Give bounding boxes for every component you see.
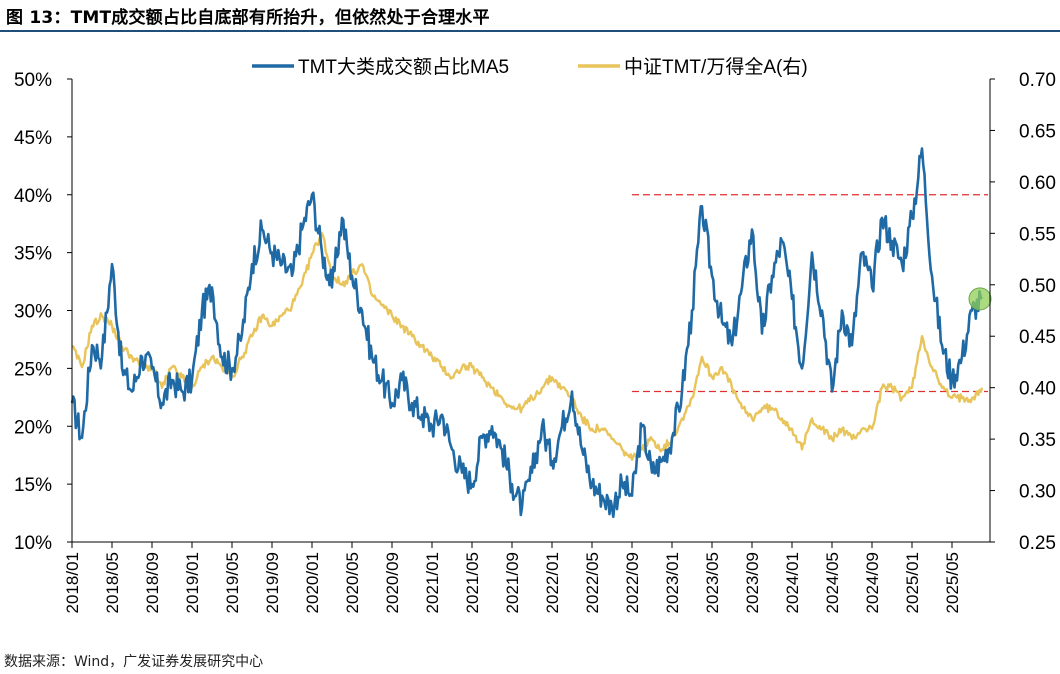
legend-label: 中证TMT/万得全A(右) xyxy=(624,56,808,78)
figure-title: 图 13：TMT成交额占比自底部有所抬升，但依然处于合理水平 xyxy=(6,8,490,28)
x-tick-label: 2023/05 xyxy=(703,552,722,613)
x-tick-label: 2025/05 xyxy=(943,552,962,613)
left-tick-label: 15% xyxy=(14,475,52,496)
x-tick-label: 2019/05 xyxy=(223,552,242,613)
x-tick-label: 2024/09 xyxy=(863,552,882,613)
highlight-marker xyxy=(968,287,992,311)
x-tick-label: 2021/09 xyxy=(503,552,522,613)
right-tick-label: 0.50 xyxy=(1019,276,1056,297)
right-tick-label: 0.60 xyxy=(1019,173,1056,194)
title-rule xyxy=(0,30,1060,32)
x-tick-label: 2021/01 xyxy=(423,552,442,613)
x-tick-label: 2022/01 xyxy=(543,552,562,613)
x-tick-label: 2019/09 xyxy=(263,552,282,613)
x-tick-label: 2021/05 xyxy=(463,552,482,613)
x-tick-label: 2018/05 xyxy=(103,552,122,613)
right-tick-label: 0.45 xyxy=(1019,327,1056,348)
left-tick-label: 10% xyxy=(14,533,52,554)
x-tick-label: 2022/09 xyxy=(623,552,642,613)
series-line-tmt-ratio xyxy=(71,232,984,461)
x-tick-label: 2023/01 xyxy=(663,552,682,613)
left-tick-label: 30% xyxy=(14,302,52,323)
x-tick-label: 2018/01 xyxy=(63,552,82,613)
left-tick-label: 50% xyxy=(14,70,52,91)
axes: 10% 15% 20% 25% 30% 35% 40% 45% 50% 0.25 0.30 0.35 0… xyxy=(14,70,1056,613)
x-tick-label: 2024/05 xyxy=(823,552,842,613)
legend: TMT大类成交额占比MA5 中证TMT/万得全A(右) xyxy=(252,56,808,78)
x-tick-label: 2020/01 xyxy=(303,552,322,613)
right-tick-label: 0.25 xyxy=(1019,533,1056,554)
x-tick-label: 2022/05 xyxy=(583,552,602,613)
line-chart: TMT大类成交额占比MA5 中证TMT/万得全A(右) 10% 15% 20% 25% 3… xyxy=(14,56,1056,613)
legend-label: TMT大类成交额占比MA5 xyxy=(298,56,509,78)
right-tick-label: 0.40 xyxy=(1019,379,1056,400)
right-tick-label: 0.30 xyxy=(1019,482,1056,503)
x-tick-label: 2025/01 xyxy=(903,552,922,613)
right-tick-label: 0.65 xyxy=(1019,121,1056,142)
right-tick-label: 0.35 xyxy=(1019,430,1056,451)
x-tick-label: 2023/09 xyxy=(743,552,762,613)
x-tick-label: 2020/09 xyxy=(383,552,402,613)
series-line-tmt-share xyxy=(70,147,983,519)
left-tick-label: 35% xyxy=(14,244,52,265)
right-tick-label: 0.55 xyxy=(1019,224,1056,245)
series-layer xyxy=(70,147,992,519)
left-tick-label: 20% xyxy=(14,417,52,438)
x-tick-label: 2018/09 xyxy=(143,552,162,613)
reference-lines xyxy=(632,194,988,393)
x-tick-label: 2024/01 xyxy=(783,552,802,613)
right-tick-label: 0.70 xyxy=(1019,70,1056,91)
left-tick-label: 45% xyxy=(14,128,52,149)
left-tick-label: 25% xyxy=(14,359,52,380)
x-tick-label: 2019/01 xyxy=(183,552,202,613)
data-source: 数据来源：Wind，广发证券发展研究中心 xyxy=(4,654,264,670)
x-tick-label: 2020/05 xyxy=(343,552,362,613)
left-tick-label: 40% xyxy=(14,186,52,207)
